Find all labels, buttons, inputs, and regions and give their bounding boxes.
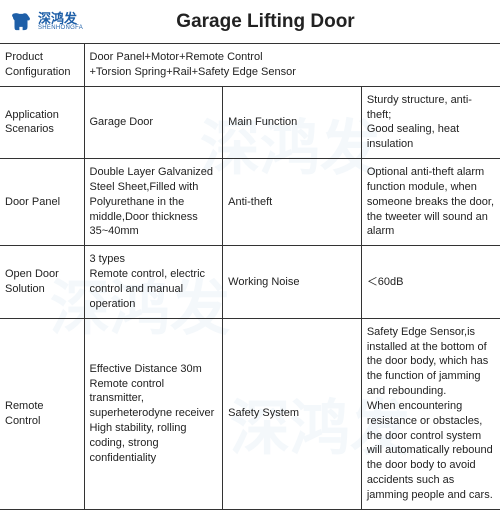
cell-label: Remote Control bbox=[0, 318, 84, 509]
logo-text: 深鸿发 SHENHONGFA bbox=[38, 12, 83, 31]
spec-table: Product Configuration Door Panel+Motor+R… bbox=[0, 44, 500, 510]
cell-value: ＜60dB bbox=[361, 246, 500, 318]
cell-label: Open Door Solution bbox=[0, 246, 84, 318]
logo-cn: 深鸿发 bbox=[38, 12, 83, 25]
cell-label: Application Scenarios bbox=[0, 86, 84, 158]
cell-label: Product Configuration bbox=[0, 44, 84, 86]
cell-label: Working Noise bbox=[223, 246, 362, 318]
table-row: Door Panel Double Layer Galvanized Steel… bbox=[0, 159, 500, 246]
page-title: Garage Lifting Door bbox=[91, 11, 500, 33]
cell-value: Garage Door bbox=[84, 86, 223, 158]
table-row: Open Door Solution 3 types Remote contro… bbox=[0, 246, 500, 318]
cell-value: Double Layer Galvanized Steel Sheet,Fill… bbox=[84, 159, 223, 246]
cell-label: Door Panel bbox=[0, 159, 84, 246]
cell-label: Safety System bbox=[223, 318, 362, 509]
cell-value: Sturdy structure, anti-theft; Good seali… bbox=[361, 86, 500, 158]
cell-label: Anti-theft bbox=[223, 159, 362, 246]
cell-value: Optional anti-theft alarm function modul… bbox=[361, 159, 500, 246]
cell-value: Effective Distance 30m Remote control tr… bbox=[84, 318, 223, 509]
cell-label: Main Function bbox=[223, 86, 362, 158]
table-row: Remote Control Effective Distance 30m Re… bbox=[0, 318, 500, 509]
brand-logo: 深鸿发 SHENHONGFA bbox=[0, 7, 91, 37]
cell-value: Door Panel+Motor+Remote Control +Torsion… bbox=[84, 44, 500, 86]
cell-value: Safety Edge Sensor,is installed at the b… bbox=[361, 318, 500, 509]
header: 深鸿发 SHENHONGFA Garage Lifting Door bbox=[0, 0, 500, 44]
table-row: Application Scenarios Garage Door Main F… bbox=[0, 86, 500, 158]
cell-value: 3 types Remote control, electric control… bbox=[84, 246, 223, 318]
logo-en: SHENHONGFA bbox=[38, 25, 83, 31]
lion-icon bbox=[8, 9, 34, 35]
table-row: Product Configuration Door Panel+Motor+R… bbox=[0, 44, 500, 86]
